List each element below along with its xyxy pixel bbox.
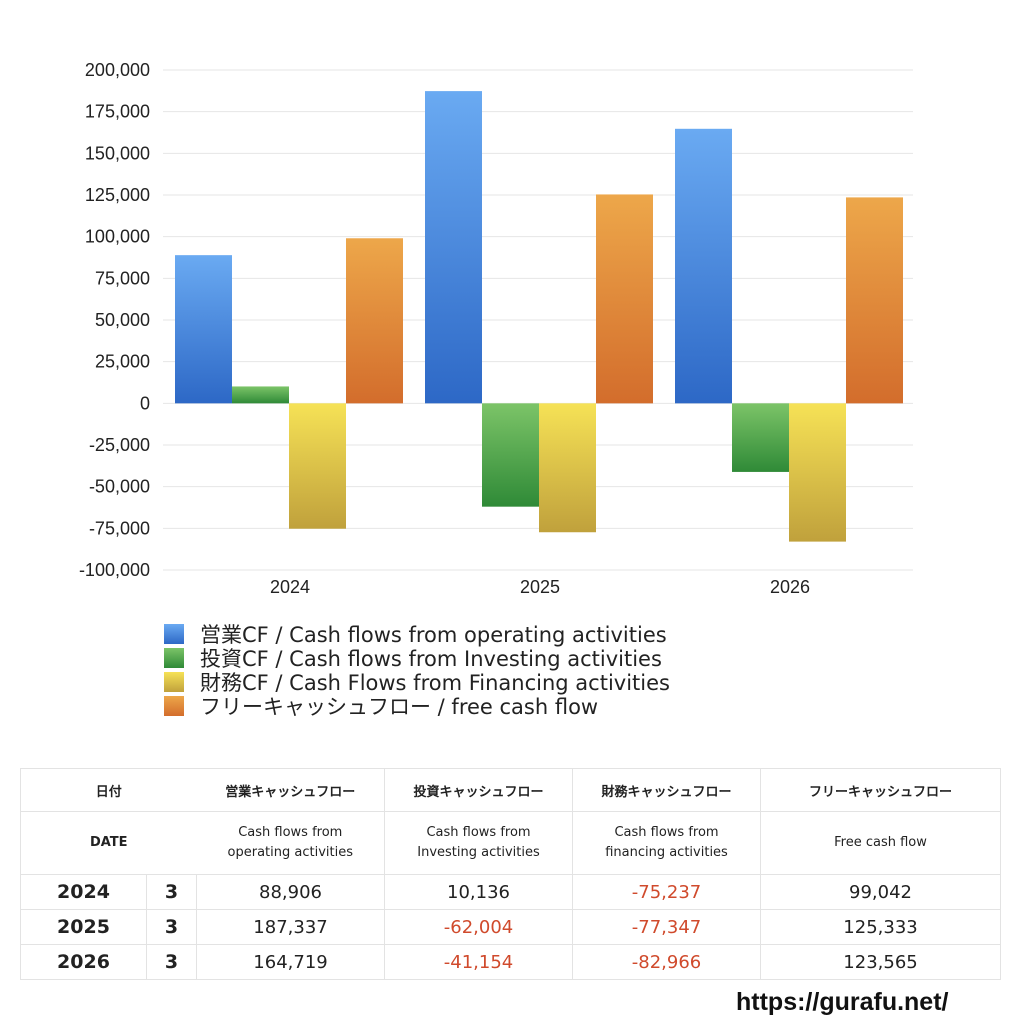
table-header-jp: 日付 営業キャッシュフロー 投資キャッシュフロー 財務キャッシュフロー フリーキ… <box>19 768 1002 812</box>
bar-investing-2024 <box>232 386 289 404</box>
row-month: 3 <box>145 909 198 945</box>
row-free: 125,333 <box>760 909 1002 945</box>
y-axis-ticks: 200,000 175,000 150,000 125,000 100,000 75,00… <box>79 60 150 580</box>
bar-free-cash-flow-2025 <box>596 194 653 404</box>
y-tick-label: -100,000 <box>79 560 150 580</box>
bar-investing-2026 <box>732 403 789 472</box>
y-tick-label: -25,000 <box>89 435 150 455</box>
site-url[interactable]: https://gurafu.net/ <box>736 988 949 1016</box>
legend-swatch-investing <box>164 648 184 668</box>
table-header-en: DATE Cash flows from operating activitie… <box>19 811 1002 875</box>
row-operating: 88,906 <box>196 874 386 910</box>
table-row: 2025 3 187,337 -62,004 -77,347 125,333 <box>20 909 1002 945</box>
row-investing: -41,154 <box>384 944 574 980</box>
legend-swatch-financing <box>164 672 184 692</box>
bar-operating-2025 <box>425 91 482 404</box>
bar-free-cash-flow-2024 <box>346 238 403 404</box>
row-month: 3 <box>145 874 198 910</box>
row-year: 2026 <box>20 944 147 980</box>
legend-label-operating: 営業CF / Cash flows from operating activit… <box>200 623 667 647</box>
row-operating: 187,337 <box>196 909 386 945</box>
x-tick-label: 2025 <box>520 577 560 597</box>
header-operating-en: Cash flows from operating activities <box>196 811 386 875</box>
legend-label-investing: 投資CF / Cash flows from Investing activit… <box>200 647 662 671</box>
row-year: 2025 <box>20 909 147 945</box>
row-financing: -82,966 <box>572 944 762 980</box>
y-tick-label: -50,000 <box>89 477 150 497</box>
row-free: 123,565 <box>760 944 1002 980</box>
row-year: 2024 <box>20 874 147 910</box>
row-operating: 164,719 <box>196 944 386 980</box>
legend-item-financing: 財務CF / Cash Flows from Financing activit… <box>164 670 670 695</box>
bar-financing-2025 <box>539 403 596 533</box>
chart-legend: 営業CF / Cash flows from operating activit… <box>164 622 670 719</box>
row-investing: -62,004 <box>384 909 574 945</box>
y-tick-label: 75,000 <box>95 268 150 288</box>
table-row: 2026 3 164,719 -41,154 -82,966 123,565 <box>20 944 1002 980</box>
legend-item-operating: 営業CF / Cash flows from operating activit… <box>164 622 670 647</box>
cash-flow-bar-chart: 200,000 175,000 150,000 125,000 100,000 75,00… <box>79 60 913 597</box>
header-operating-en-line2: operating activities <box>227 845 353 860</box>
y-tick-label: 50,000 <box>95 310 150 330</box>
header-free-en: Free cash flow <box>760 811 1002 875</box>
legend-item-investing: 投資CF / Cash flows from Investing activit… <box>164 646 670 671</box>
header-date-en: DATE <box>19 811 197 875</box>
legend-item-free-cash-flow: フリーキャッシュフロー / free cash flow <box>164 694 670 719</box>
y-tick-label: -75,000 <box>89 518 150 538</box>
y-tick-label: 0 <box>140 393 150 413</box>
x-tick-label: 2026 <box>770 577 810 597</box>
legend-swatch-free-cash-flow <box>164 696 184 716</box>
y-tick-label: 175,000 <box>85 102 150 122</box>
bar-financing-2024 <box>289 403 346 529</box>
cash-flow-table: 日付 営業キャッシュフロー 投資キャッシュフロー 財務キャッシュフロー フリーキ… <box>19 768 1002 980</box>
x-tick-label: 2024 <box>270 577 310 597</box>
header-investing-en-line2: Investing activities <box>417 845 540 860</box>
header-investing-en-line1: Cash flows from <box>426 825 531 840</box>
row-month: 3 <box>145 944 198 980</box>
header-date-jp: 日付 <box>19 768 197 812</box>
bar-operating-2026 <box>675 128 732 404</box>
bars <box>175 91 903 542</box>
header-financing-en: Cash flows from financing activities <box>572 811 762 875</box>
header-financing-en-line1: Cash flows from <box>614 825 719 840</box>
row-investing: 10,136 <box>384 874 574 910</box>
bar-investing-2025 <box>482 403 539 507</box>
y-tick-label: 25,000 <box>95 352 150 372</box>
table-row: 2024 3 88,906 10,136 -75,237 99,042 <box>20 874 1002 910</box>
row-financing: -75,237 <box>572 874 762 910</box>
legend-swatch-operating <box>164 624 184 644</box>
bar-financing-2026 <box>789 403 846 542</box>
header-financing-en-line2: financing activities <box>605 845 728 860</box>
y-tick-label: 100,000 <box>85 227 150 247</box>
legend-label-free-cash-flow: フリーキャッシュフロー / free cash flow <box>200 695 599 719</box>
row-financing: -77,347 <box>572 909 762 945</box>
bar-operating-2024 <box>175 255 232 404</box>
y-tick-label: 150,000 <box>85 143 150 163</box>
bar-free-cash-flow-2026 <box>846 197 903 404</box>
y-tick-label: 125,000 <box>85 185 150 205</box>
header-operating-en-line1: Cash flows from <box>238 825 343 840</box>
legend-label-financing: 財務CF / Cash Flows from Financing activit… <box>200 671 670 695</box>
row-free: 99,042 <box>760 874 1002 910</box>
header-investing-en: Cash flows from Investing activities <box>384 811 574 875</box>
x-axis-ticks: 2024 2025 2026 <box>270 577 810 597</box>
header-investing-jp: 投資キャッシュフロー <box>384 768 574 812</box>
header-financing-jp: 財務キャッシュフロー <box>572 768 762 812</box>
header-operating-jp: 営業キャッシュフロー <box>196 768 386 812</box>
header-free-jp: フリーキャッシュフロー <box>760 768 1002 812</box>
y-tick-label: 200,000 <box>85 60 150 80</box>
